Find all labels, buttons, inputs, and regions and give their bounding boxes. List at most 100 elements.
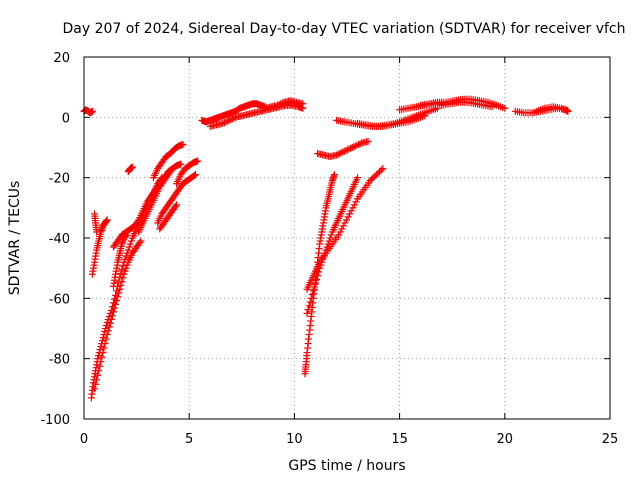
series-arc-8 bbox=[532, 103, 572, 115]
data-point bbox=[371, 172, 379, 180]
data-point bbox=[98, 353, 106, 361]
data-point bbox=[116, 285, 124, 293]
data-point bbox=[108, 312, 116, 320]
data-point bbox=[307, 294, 315, 302]
data-point bbox=[230, 114, 238, 122]
y-tick-label: 0 bbox=[62, 111, 70, 126]
data-point bbox=[114, 293, 122, 301]
data-point bbox=[347, 207, 355, 215]
data-point bbox=[341, 219, 349, 227]
data-point bbox=[121, 267, 129, 275]
data-point bbox=[304, 306, 312, 314]
series-day-3 bbox=[261, 97, 307, 112]
series-drop-3 bbox=[303, 165, 387, 293]
data-point bbox=[120, 270, 128, 278]
data-point bbox=[109, 308, 117, 316]
data-point bbox=[348, 144, 356, 151]
data-point bbox=[488, 103, 496, 111]
data-point bbox=[137, 237, 145, 245]
data-point bbox=[112, 300, 120, 308]
data-point bbox=[177, 160, 185, 168]
data-point bbox=[336, 150, 344, 158]
data-point bbox=[115, 289, 123, 297]
data-point bbox=[94, 371, 102, 379]
data-point bbox=[310, 283, 318, 291]
data-point bbox=[103, 216, 111, 224]
x-tick-label: 10 bbox=[286, 432, 303, 447]
grid bbox=[84, 57, 610, 419]
data-point bbox=[374, 169, 382, 177]
y-tick-label: -80 bbox=[49, 353, 70, 368]
data-point bbox=[179, 140, 187, 148]
data-point bbox=[113, 297, 121, 305]
data-point bbox=[172, 202, 180, 210]
data-point bbox=[97, 343, 105, 351]
data-point bbox=[339, 222, 347, 230]
data-point bbox=[95, 367, 103, 375]
data-points bbox=[80, 95, 572, 402]
data-point bbox=[225, 116, 233, 124]
data-point bbox=[117, 282, 125, 290]
series-mid-arc bbox=[314, 137, 372, 161]
data-point bbox=[354, 174, 362, 182]
data-point bbox=[107, 315, 115, 323]
data-point bbox=[278, 99, 286, 107]
data-point bbox=[190, 171, 198, 179]
data-point bbox=[104, 327, 112, 335]
series-rise-6 bbox=[109, 165, 176, 251]
data-point bbox=[332, 151, 340, 159]
data-point bbox=[335, 231, 343, 239]
data-point bbox=[126, 240, 134, 248]
data-point bbox=[105, 323, 113, 331]
series-rise-2 bbox=[91, 237, 145, 393]
data-point bbox=[123, 261, 131, 269]
y-tick-label: -40 bbox=[49, 232, 70, 247]
data-point bbox=[564, 107, 572, 115]
data-point bbox=[224, 117, 232, 125]
data-point bbox=[356, 140, 364, 148]
data-point bbox=[299, 100, 307, 108]
data-point bbox=[106, 319, 114, 327]
data-point bbox=[336, 228, 344, 236]
x-tick-label: 15 bbox=[391, 432, 408, 447]
data-point bbox=[558, 104, 566, 112]
y-tick-label: -100 bbox=[40, 413, 70, 428]
data-point bbox=[118, 266, 126, 274]
data-point bbox=[219, 119, 227, 127]
data-point bbox=[501, 104, 509, 112]
y-axis-label: SDTVAR / TECUs bbox=[7, 181, 23, 296]
data-point bbox=[337, 149, 345, 157]
series-rise-10 bbox=[156, 201, 181, 233]
x-tick-label: 20 bbox=[497, 432, 514, 447]
data-point bbox=[364, 137, 372, 145]
data-point bbox=[228, 115, 236, 123]
data-point bbox=[173, 201, 181, 209]
data-point bbox=[100, 344, 108, 352]
data-point bbox=[325, 237, 333, 245]
series-rise-3 bbox=[88, 216, 111, 278]
data-point bbox=[103, 331, 111, 339]
data-point bbox=[121, 255, 129, 263]
data-point bbox=[222, 118, 230, 126]
data-point bbox=[306, 298, 314, 306]
data-point bbox=[303, 309, 311, 317]
data-point bbox=[125, 243, 133, 251]
data-point bbox=[103, 318, 111, 326]
series-rise-8 bbox=[135, 160, 185, 236]
data-point bbox=[96, 362, 104, 370]
x-tick-label: 25 bbox=[602, 432, 619, 447]
data-point bbox=[93, 228, 101, 236]
data-point bbox=[344, 213, 352, 221]
data-point bbox=[124, 246, 132, 254]
data-point bbox=[274, 101, 282, 109]
data-point bbox=[561, 106, 569, 114]
data-point bbox=[94, 355, 102, 363]
series-drop bbox=[301, 171, 338, 378]
series-rise-11 bbox=[149, 140, 187, 182]
data-point bbox=[88, 107, 96, 115]
chart-title: Day 207 of 2024, Sidereal Day-to-day VTE… bbox=[62, 21, 625, 37]
data-point bbox=[340, 147, 348, 155]
axis-ticks: 0 5 10 15 20 25 -100 -80 -60 -40 -20 0 20 bbox=[40, 51, 618, 447]
data-point bbox=[122, 252, 130, 260]
data-point bbox=[562, 107, 570, 115]
